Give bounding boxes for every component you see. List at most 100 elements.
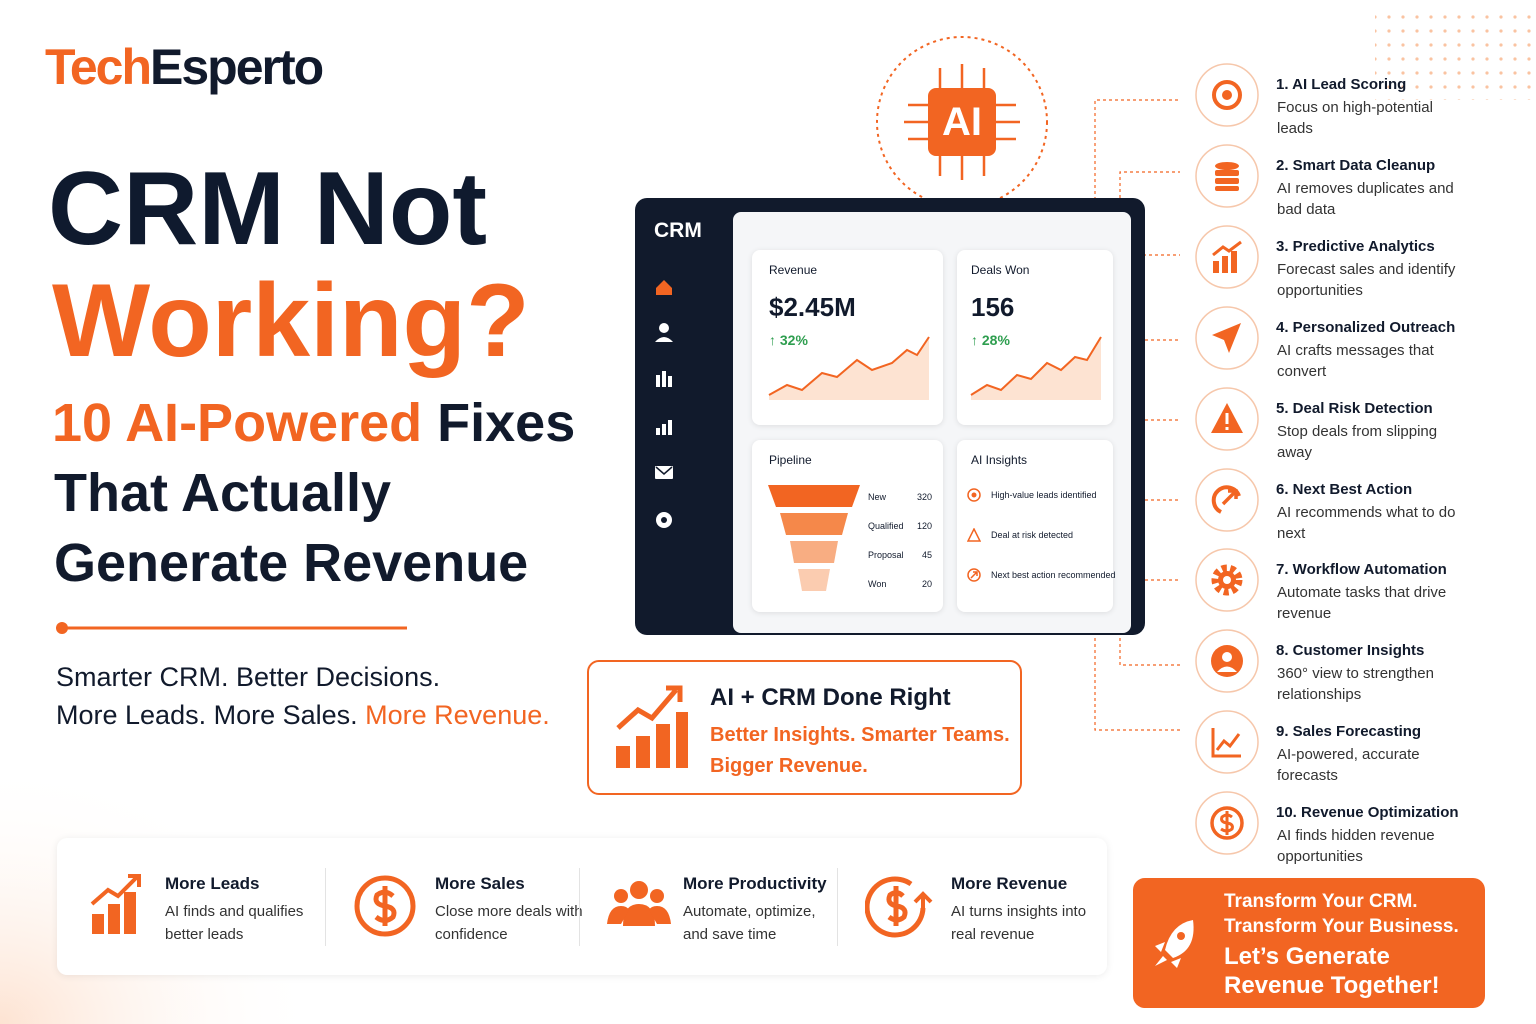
icon bbox=[607, 881, 671, 926]
card-label: Pipeline bbox=[769, 453, 812, 467]
icon bbox=[1195, 305, 1259, 370]
insight-icon bbox=[967, 488, 981, 502]
cta-text: Transform Your Business. bbox=[1224, 916, 1459, 937]
card-value: $2.45M bbox=[769, 292, 856, 322]
insight-icon bbox=[966, 527, 982, 542]
cta-text: Let’s Generate Revenue Together! bbox=[1224, 943, 1440, 999]
callout-title: AI + CRM Done Right bbox=[710, 684, 951, 711]
card-value: 156 bbox=[971, 292, 1015, 322]
headline-highlight: 10 AI-Powered bbox=[52, 393, 423, 453]
fix-desc: AI recommends what to do next bbox=[1277, 503, 1456, 542]
icon bbox=[1195, 548, 1259, 613]
fix-title: 1. AI Lead Scoring bbox=[1276, 76, 1407, 93]
deals-card: Deals Won 156 ↑ 28% bbox=[957, 250, 1113, 425]
benefit-desc: AI finds and qualifies better leads bbox=[165, 903, 304, 943]
icon bbox=[1195, 629, 1259, 694]
icon bbox=[1195, 63, 1259, 127]
callout: AI + CRM Done Right Better Insights. Sma… bbox=[587, 660, 1022, 795]
fix-title: 9. Sales Forecasting bbox=[1276, 723, 1422, 741]
benefit-title: More Leads bbox=[165, 874, 260, 893]
divider bbox=[837, 868, 838, 946]
fix-title: 6. Next Best Action bbox=[1276, 480, 1413, 498]
insight-text: Next best action recommended bbox=[991, 570, 1116, 580]
sparkline bbox=[970, 336, 1102, 400]
fix-title: 4. Personalized Outreach bbox=[1276, 318, 1456, 336]
fix-title: 10. Revenue Optimization bbox=[1276, 804, 1459, 822]
stage-count: 45 bbox=[921, 550, 932, 560]
benefit-icon bbox=[864, 874, 933, 940]
divider bbox=[325, 868, 326, 946]
fix-title: 7. Workflow Automation bbox=[1276, 561, 1447, 579]
tagline: Smarter CRM. Better Decisions. bbox=[56, 662, 441, 692]
pipeline-card: Pipeline New 320 Qualified 120 Proposal 45 Won… bbox=[752, 440, 943, 612]
benefit-desc: Automate, optimize, and save time bbox=[683, 903, 816, 943]
fix-desc: AI crafts messages that convert bbox=[1277, 341, 1434, 380]
ai-badge: AI bbox=[942, 100, 982, 144]
fix-desc: 360° view to strengthen relationships bbox=[1277, 665, 1434, 704]
funnel bbox=[768, 485, 860, 591]
fix-icon bbox=[1195, 710, 1259, 774]
rocket-icon bbox=[1155, 920, 1194, 968]
benefits-bar: More Leads AI finds and qualifies better … bbox=[57, 838, 1107, 975]
benefit-title: More Productivity bbox=[683, 874, 827, 893]
stage-name: Won bbox=[868, 579, 887, 589]
fix-desc: AI finds hidden revenue opportunities bbox=[1277, 827, 1435, 866]
logo-part: Esperto bbox=[150, 39, 324, 95]
change-text: 28% bbox=[981, 332, 1010, 348]
stage-count: 320 bbox=[916, 492, 932, 502]
stage-name: Qualified bbox=[868, 521, 904, 531]
headline-text: Fixes bbox=[437, 393, 576, 453]
fix-icon bbox=[1195, 225, 1259, 289]
fix-title: 5. Deal Risk Detection bbox=[1276, 399, 1433, 417]
insight-text: High-value leads identified bbox=[991, 490, 1097, 500]
icon bbox=[354, 875, 416, 937]
benefit-title: More Sales bbox=[435, 874, 525, 893]
fix-desc: Automate tasks that drive revenue bbox=[1277, 584, 1447, 623]
fix-icon bbox=[1195, 791, 1259, 855]
icon bbox=[967, 568, 981, 582]
benefit-title: More Revenue bbox=[951, 874, 1068, 893]
cta-text: Transform Your CRM. bbox=[1224, 891, 1418, 912]
fix-desc: Stop deals from slipping away bbox=[1277, 422, 1438, 461]
fix-icon bbox=[1195, 386, 1259, 451]
fix-desc: Forecast sales and identify opportunitie… bbox=[1277, 260, 1456, 299]
icon bbox=[1195, 144, 1259, 208]
card-label: Deals Won bbox=[971, 263, 1030, 277]
icon bbox=[1195, 225, 1259, 289]
insights-card: AI Insights High-value leads identified D… bbox=[957, 440, 1116, 612]
icon bbox=[1195, 710, 1259, 774]
card-label: Revenue bbox=[769, 263, 818, 277]
icon bbox=[1195, 386, 1259, 451]
logo: TechEsperto bbox=[45, 38, 324, 96]
fix-desc: Focus on high-potential leads bbox=[1277, 99, 1433, 137]
tagline: More Leads. More Sales. More Revenue. bbox=[56, 700, 550, 731]
change-text: 32% bbox=[779, 332, 808, 348]
fix-icon bbox=[1195, 467, 1259, 532]
fix-title: 2. Smart Data Cleanup bbox=[1276, 156, 1436, 174]
cta[interactable]: Transform Your CRM. Transform Your Busin… bbox=[1133, 878, 1485, 1008]
benefit-desc: AI turns insights into real revenue bbox=[951, 903, 1087, 943]
insight-text: Deal at risk detected bbox=[991, 530, 1074, 540]
headline: 10 AI-Powered Fixes bbox=[52, 392, 575, 454]
fix-icon bbox=[1195, 63, 1259, 127]
fix-icon bbox=[1195, 629, 1259, 694]
icon bbox=[966, 527, 982, 542]
icon bbox=[90, 874, 141, 934]
tagline-text: More Leads. More Sales. bbox=[56, 700, 358, 730]
callout-icon bbox=[616, 685, 688, 768]
icon bbox=[967, 488, 981, 502]
callout-subtitle: Better Insights. Smarter Teams. Bigger R… bbox=[710, 724, 1010, 777]
card-change: ↑ 28% bbox=[971, 332, 1010, 348]
fix-desc: AI removes duplicates and bad data bbox=[1277, 179, 1454, 218]
fix-icon bbox=[1195, 548, 1259, 613]
icon bbox=[1195, 791, 1259, 855]
dashboard-title: CRM bbox=[654, 219, 702, 242]
logo-part: Tech bbox=[45, 39, 152, 95]
divider bbox=[579, 868, 580, 946]
fix-icon bbox=[1195, 144, 1259, 208]
benefit-icon bbox=[353, 874, 421, 940]
insight-icon bbox=[967, 568, 981, 582]
sparkline bbox=[768, 336, 930, 400]
fix-icon bbox=[1195, 305, 1259, 370]
